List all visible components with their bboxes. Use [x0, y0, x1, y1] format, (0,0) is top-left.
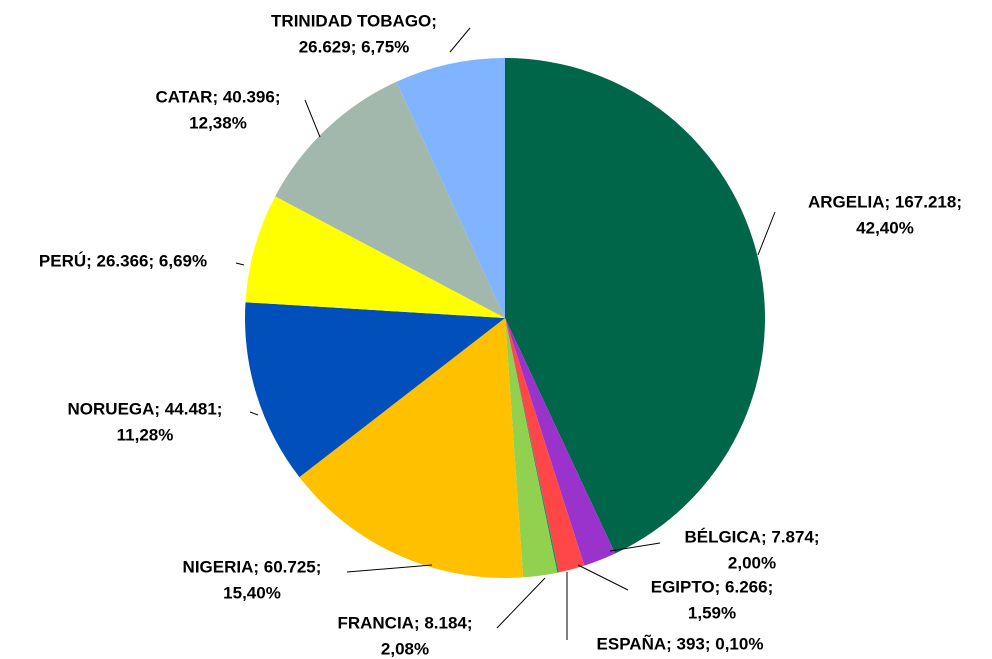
pie-slice [244, 302, 505, 478]
pie-slice [505, 58, 766, 554]
data-label: 1,59% [688, 603, 736, 622]
leader-line [577, 564, 629, 591]
data-label: NORUEGA; 44.481; [68, 399, 223, 418]
data-label: 15,40% [223, 583, 281, 602]
leader-line [449, 27, 471, 53]
data-label: NIGERIA; 60.725; [183, 557, 322, 576]
pie-slice [275, 81, 505, 318]
pie-slice [505, 318, 585, 573]
data-label: 2,08% [381, 639, 429, 658]
leader-line [235, 262, 245, 266]
data-label: 2,00% [728, 553, 776, 572]
data-label: ESPAÑA; 393; 0,10% [597, 633, 764, 653]
leader-line [346, 564, 433, 573]
pie-slice [505, 318, 558, 578]
data-label: PERÚ; 26.366; 6,69% [39, 251, 207, 270]
data-label: CATAR; 40.396; [155, 87, 280, 106]
data-label: 42,40% [856, 218, 914, 237]
pie-slice [396, 58, 505, 318]
leader-line [249, 411, 259, 416]
data-label: TRINIDAD TOBAGO; [271, 11, 437, 30]
pie-slice [245, 196, 506, 318]
leader-line [757, 211, 776, 256]
pie-slice [505, 318, 616, 566]
leader-line [304, 99, 321, 138]
leader-line [609, 542, 661, 552]
data-label: EGIPTO; 6.266; [651, 577, 774, 596]
data-label: BÉLGICA; 7.874; [684, 527, 819, 546]
data-label: ARGELIA; 167.218; [808, 192, 962, 211]
data-label: 26.629; 6,75% [299, 37, 410, 56]
pie-slice [299, 318, 524, 578]
data-label: FRANCIA; 8.184; [337, 613, 472, 632]
pie-slice [505, 318, 559, 573]
data-label: 11,28% [117, 425, 174, 444]
data-label: 12,38% [189, 113, 247, 132]
leader-line [496, 577, 546, 629]
